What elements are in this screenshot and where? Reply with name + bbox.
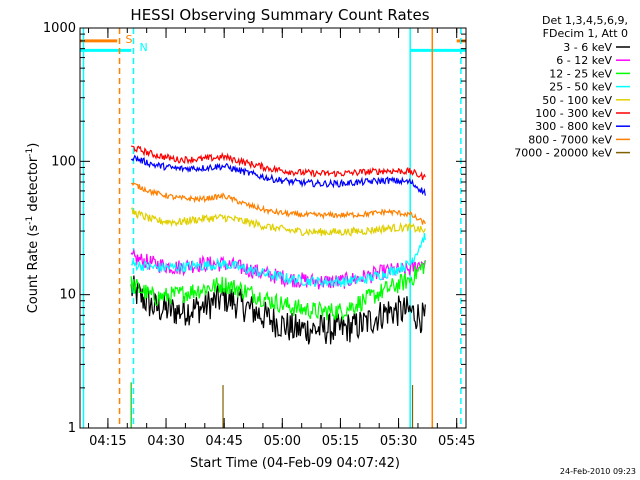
legend-header-line: Det 1,3,4,5,6,9, <box>542 14 628 27</box>
x-axis-label: Start Time (04-Feb-09 04:07:42) <box>190 456 400 471</box>
legend-entry: 300 - 800 keV <box>535 120 612 133</box>
x-tick-label: 04:30 <box>147 434 184 449</box>
series-line <box>130 248 426 290</box>
y-tick-label: 1 <box>68 421 76 436</box>
x-tick-label: 05:15 <box>322 434 359 449</box>
x-tick-label: 05:30 <box>380 434 417 449</box>
legend-entry: 7000 - 20000 keV <box>514 147 612 160</box>
y-axis-label-part: ) <box>26 143 41 148</box>
series-line <box>130 233 426 288</box>
y-axis-label: Count Rate (s-1 detector-1) <box>25 143 41 314</box>
legend-entry: 3 - 6 keV <box>563 41 612 54</box>
legend: Det 1,3,4,5,6,9, FDecim 1, Att 0 3 - 6 k… <box>514 14 630 160</box>
legend-entry: 6 - 12 keV <box>556 54 612 67</box>
plot-frame <box>79 27 467 429</box>
legend-entry: 800 - 7000 keV <box>528 133 612 146</box>
plot-contents: SN <box>80 28 466 428</box>
y-axis-label-part: detector <box>26 156 41 216</box>
timestamp: 24-Feb-2010 09:23 <box>560 467 636 476</box>
legend-entry: 25 - 50 keV <box>549 81 612 94</box>
y-tick-label: 1000 <box>43 21 76 36</box>
legend-header-line: FDecim 1, Att 0 <box>543 27 628 40</box>
series-line <box>130 154 426 196</box>
x-axis: 04:15 04:30 04:45 05:00 05:15 05:30 05:45 <box>88 28 475 449</box>
legend-entry: 100 - 300 keV <box>535 107 612 120</box>
y-axis-label-part: Count Rate (s <box>26 225 41 314</box>
y-axis-label-superscript: -1 <box>25 148 35 157</box>
marker-label: N <box>139 41 147 54</box>
series-line <box>130 206 426 237</box>
legend-entry: 50 - 100 keV <box>542 94 612 107</box>
y-axis-label-superscript: -1 <box>25 216 35 225</box>
series-line <box>130 182 426 225</box>
series-line <box>130 260 426 322</box>
legend-entry: 12 - 25 keV <box>549 67 612 80</box>
x-tick-label: 04:15 <box>89 434 126 449</box>
series-line <box>130 275 426 345</box>
x-tick-label: 05:00 <box>264 434 301 449</box>
x-tick-label: 04:45 <box>205 434 242 449</box>
series-line <box>131 145 426 181</box>
y-tick-label: 100 <box>51 154 76 169</box>
x-tick-label: 05:45 <box>438 434 475 449</box>
y-tick-label: 10 <box>59 288 76 303</box>
chart-title: HESSI Observing Summary Count Rates <box>130 6 429 24</box>
marker-label: S <box>126 33 133 46</box>
